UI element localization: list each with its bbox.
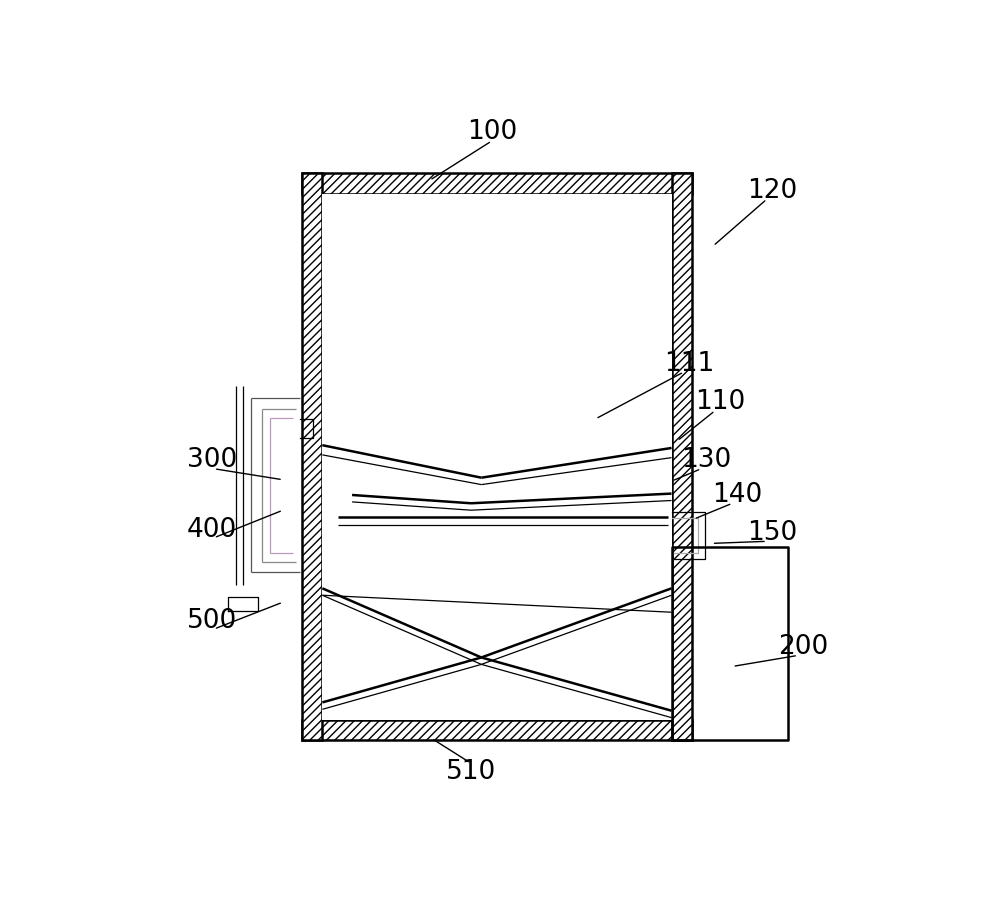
Text: 140: 140: [712, 482, 762, 508]
Text: 120: 120: [747, 178, 797, 204]
Text: 130: 130: [681, 447, 731, 473]
Bar: [302, 719, 692, 741]
Bar: [302, 173, 322, 741]
Text: 100: 100: [467, 119, 517, 145]
Bar: [672, 173, 692, 741]
Bar: [322, 194, 672, 719]
Text: 300: 300: [187, 447, 237, 473]
Text: 110: 110: [695, 389, 745, 415]
Text: 500: 500: [187, 608, 237, 634]
Text: 150: 150: [747, 520, 797, 546]
Text: 200: 200: [778, 634, 828, 660]
Text: 111: 111: [664, 350, 714, 376]
Bar: [302, 173, 692, 194]
Text: 400: 400: [187, 516, 237, 542]
Text: 510: 510: [446, 759, 496, 785]
